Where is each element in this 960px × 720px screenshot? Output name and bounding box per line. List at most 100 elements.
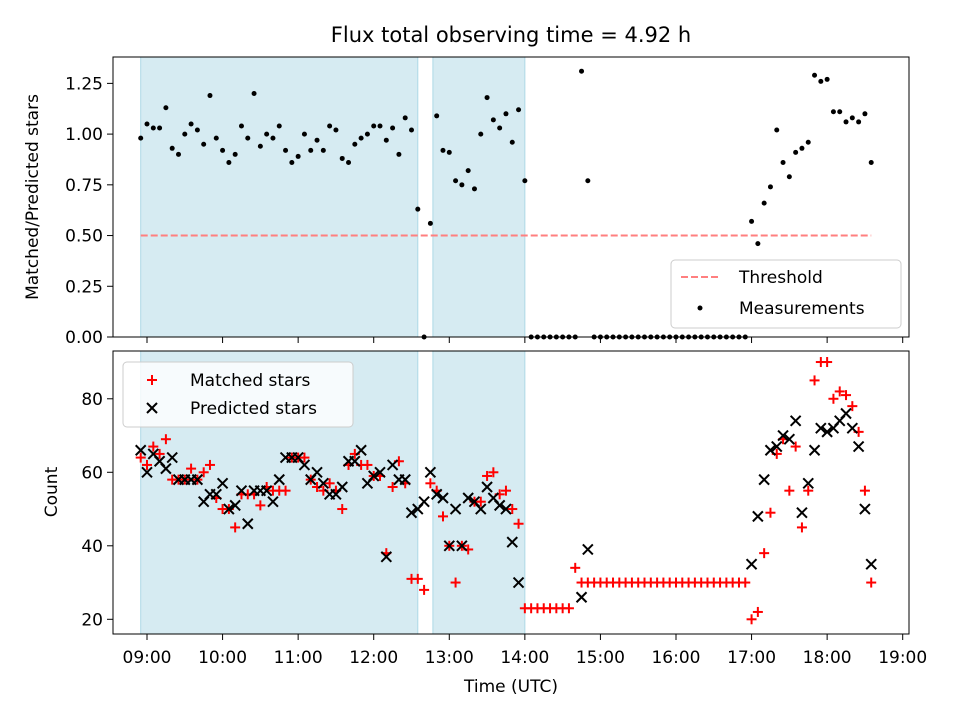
measurement-point: [364, 131, 370, 137]
measurement-point: [459, 182, 465, 188]
measurement-point: [755, 241, 761, 247]
predicted-stars-point: [449, 503, 462, 515]
x-stroke: [575, 591, 588, 603]
measurement-point: [780, 160, 786, 166]
predicted-stars-point: [405, 507, 418, 519]
measurement-point: [793, 149, 799, 155]
top-y-axis-label: Matched/Predicted stars: [23, 94, 43, 300]
observing-interval-band: [432, 56, 526, 338]
matched-stars-point: [419, 584, 430, 595]
matched-stars-point: [841, 390, 852, 401]
matched-stars-point: [154, 448, 165, 459]
predicted-stars-point: [336, 481, 348, 493]
x-stroke: [840, 407, 852, 420]
measurement-point: [257, 143, 263, 149]
measurement-point: [245, 135, 251, 141]
x-stroke: [449, 503, 462, 515]
x-stroke: [374, 466, 386, 478]
y-tick-label: 0.00: [65, 328, 103, 348]
measurement-point: [856, 119, 862, 125]
predicted-stars-point: [166, 451, 178, 464]
matched-stars-legend-label: Matched stars: [190, 371, 310, 391]
matched-stars-point: [803, 485, 814, 496]
x-stroke: [783, 433, 796, 445]
x-stroke: [468, 495, 481, 508]
threshold-legend-label: Threshold: [738, 268, 823, 288]
measurement-point: [484, 95, 490, 101]
measurement-point: [522, 178, 528, 184]
measurement-point: [314, 137, 320, 143]
measurement-point: [301, 131, 307, 137]
predicted-stars-point: [399, 473, 411, 486]
predicted-stars-point: [808, 444, 821, 456]
x-stroke: [808, 444, 821, 456]
measurement-point: [868, 160, 874, 166]
measurement-point: [774, 127, 780, 133]
measurement-point: [276, 123, 282, 129]
predicted-stars-point: [840, 407, 852, 420]
x-stroke: [512, 576, 525, 589]
x-stroke: [135, 444, 147, 456]
x-stroke: [802, 477, 814, 490]
predicted-stars-point: [349, 455, 361, 467]
measurement-point: [194, 127, 200, 133]
measurement-point: [490, 117, 496, 123]
x-stroke: [821, 426, 833, 438]
matched-stars-point: [746, 614, 757, 625]
matched-stars-point: [425, 478, 436, 489]
measurement-point: [849, 115, 855, 121]
predicted-stars-point: [846, 422, 859, 434]
predicted-stars-point: [141, 466, 153, 478]
predicted-stars-point: [815, 422, 827, 434]
predicted-stars-point: [456, 540, 468, 552]
measurement-point: [843, 119, 849, 125]
measurement-point: [339, 155, 345, 161]
predicted-stars-point: [764, 444, 777, 456]
matched-stars-point: [482, 470, 493, 481]
predicted-stars-point: [777, 429, 789, 442]
x-stroke: [235, 484, 248, 497]
matched-stars-point: [135, 452, 146, 463]
predicted-stars-point: [216, 477, 229, 490]
measurement-point: [471, 186, 477, 192]
measurement-point: [226, 160, 232, 166]
measurement-point: [144, 121, 150, 127]
y-tick-label: 0.75: [65, 176, 103, 196]
predicted-stars-point: [821, 426, 833, 438]
matched-stars-point: [475, 496, 486, 507]
x-stroke: [223, 503, 235, 515]
matched-stars-point: [362, 459, 373, 470]
measurement-point: [232, 151, 238, 157]
y-tick-label: 0.50: [65, 227, 103, 247]
measurement-point: [182, 131, 188, 137]
matched-stars-point: [198, 467, 209, 478]
matched-stars-point: [765, 507, 776, 518]
bottom-y-axis-label: Count: [42, 466, 62, 517]
top-plot-frame: [112, 56, 910, 338]
y-tick-label: 1.00: [65, 125, 103, 145]
measurement-point: [585, 178, 591, 184]
x-stroke: [815, 422, 827, 434]
measurement-point: [434, 113, 440, 119]
measurement-point: [138, 135, 144, 141]
x-stroke: [160, 462, 172, 475]
measurement-point: [453, 178, 459, 184]
measurement-point: [163, 105, 169, 111]
measurement-point: [761, 200, 767, 206]
measurement-point: [767, 184, 773, 190]
predicted-stars-point: [191, 473, 204, 486]
x-stroke: [317, 477, 330, 490]
x-stroke: [437, 492, 449, 504]
predicted-stars-point: [235, 484, 248, 497]
measurements-series: [138, 68, 874, 340]
matched-stars-point: [280, 485, 291, 496]
predicted-stars-point: [771, 440, 783, 453]
matched-stars-point: [859, 485, 870, 496]
x-stroke: [229, 499, 241, 512]
predicted-stars-point: [317, 477, 330, 490]
x-stroke: [487, 492, 500, 504]
measurement-point: [396, 151, 402, 157]
matched-stars-point: [412, 573, 423, 584]
top-shaded-intervals: [140, 56, 526, 338]
